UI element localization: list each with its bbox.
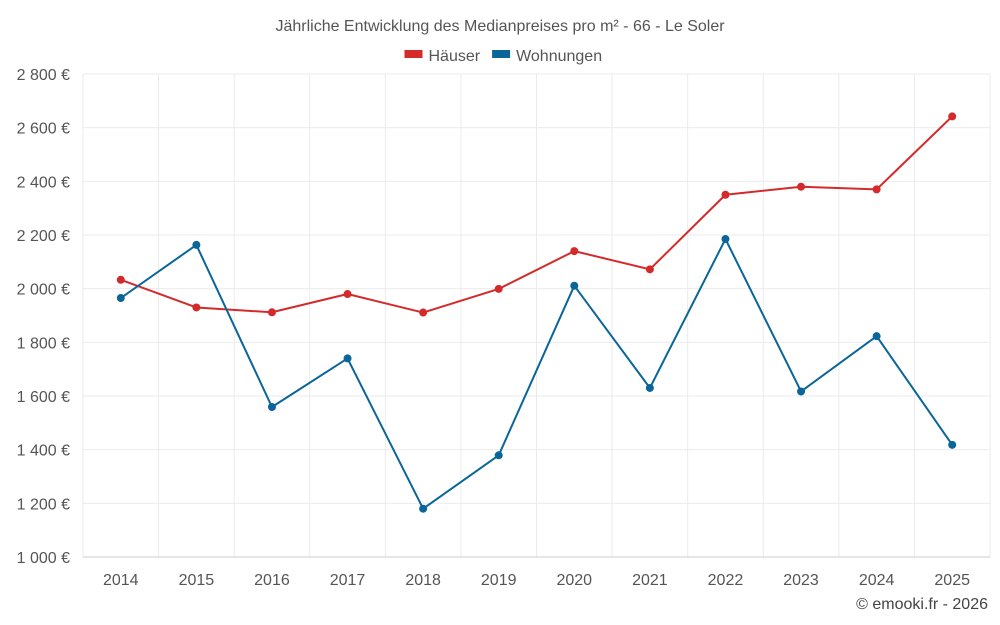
legend-item-häuser[interactable]: Häuser xyxy=(404,48,481,65)
x-tick-label: 2021 xyxy=(632,572,668,589)
series-line xyxy=(120,115,953,314)
x-tick-label: 2020 xyxy=(556,572,592,589)
data-point[interactable] xyxy=(721,235,730,244)
data-point[interactable] xyxy=(872,185,881,194)
credit-text: © emooki.fr - 2026 xyxy=(856,596,988,613)
x-tick-label: 2017 xyxy=(330,572,366,589)
x-tick-label: 2022 xyxy=(708,572,744,589)
x-tick-label: 2018 xyxy=(405,572,441,589)
x-tick-label: 2015 xyxy=(179,572,215,589)
y-axis: 1 000 € 1 200 € 1 400 € 1 600 € 1 800 € 2 000… xyxy=(17,67,70,567)
y-tick-label: 2 800 € xyxy=(17,67,70,84)
y-tick-label: 2 000 € xyxy=(17,282,70,299)
data-point[interactable] xyxy=(948,440,957,449)
data-point[interactable] xyxy=(494,284,503,293)
y-tick-label: 1 000 € xyxy=(17,550,70,567)
y-tick-label: 1 200 € xyxy=(17,496,70,513)
data-point[interactable] xyxy=(419,504,428,513)
data-point[interactable] xyxy=(192,303,201,312)
y-tick-label: 1 600 € xyxy=(17,389,70,406)
series-wohnungen xyxy=(116,235,957,513)
data-point[interactable] xyxy=(494,451,503,460)
x-tick-label: 2014 xyxy=(103,572,139,589)
data-point[interactable] xyxy=(116,275,125,284)
series-group xyxy=(116,112,957,513)
x-axis: 2014 2015 2016 2017 2018 2019 2020 2021 2022 2023… xyxy=(83,556,990,589)
data-point[interactable] xyxy=(721,190,730,199)
y-tick-label: 1 800 € xyxy=(17,335,70,352)
data-point[interactable] xyxy=(343,354,352,363)
grid xyxy=(82,73,991,558)
x-tick-label: 2016 xyxy=(254,572,290,589)
data-point[interactable] xyxy=(645,383,654,392)
y-tick-label: 2 200 € xyxy=(17,228,70,245)
x-tick-label: 2024 xyxy=(859,572,895,589)
chart-title: Jährliche Entwicklung des Medianpreises … xyxy=(275,18,725,35)
series-häuser xyxy=(116,112,957,317)
legend-item-wohnungen[interactable]: Wohnungen xyxy=(492,48,602,65)
legend-swatch xyxy=(492,50,511,58)
legend-label: Häuser xyxy=(429,48,481,65)
x-tick-label: 2023 xyxy=(783,572,819,589)
data-point[interactable] xyxy=(267,308,276,317)
data-point[interactable] xyxy=(797,387,806,396)
x-tick-label: 2025 xyxy=(934,572,970,589)
legend-swatch xyxy=(404,50,423,58)
series-line xyxy=(120,238,954,510)
legend-label: Wohnungen xyxy=(516,48,602,65)
data-point[interactable] xyxy=(343,290,352,299)
data-point[interactable] xyxy=(872,332,881,341)
data-point[interactable] xyxy=(570,247,579,256)
data-point[interactable] xyxy=(116,294,125,303)
data-point[interactable] xyxy=(192,240,201,249)
data-point[interactable] xyxy=(948,112,957,121)
y-tick-label: 2 600 € xyxy=(17,121,70,138)
y-tick-label: 1 400 € xyxy=(17,443,70,460)
data-point[interactable] xyxy=(797,182,806,191)
legend: Häuser Wohnungen xyxy=(404,48,602,65)
data-point[interactable] xyxy=(570,281,579,290)
data-point[interactable] xyxy=(419,308,428,317)
data-point[interactable] xyxy=(645,265,654,274)
data-point[interactable] xyxy=(267,403,276,412)
y-tick-label: 2 400 € xyxy=(17,174,70,191)
x-tick-label: 2019 xyxy=(481,572,517,589)
